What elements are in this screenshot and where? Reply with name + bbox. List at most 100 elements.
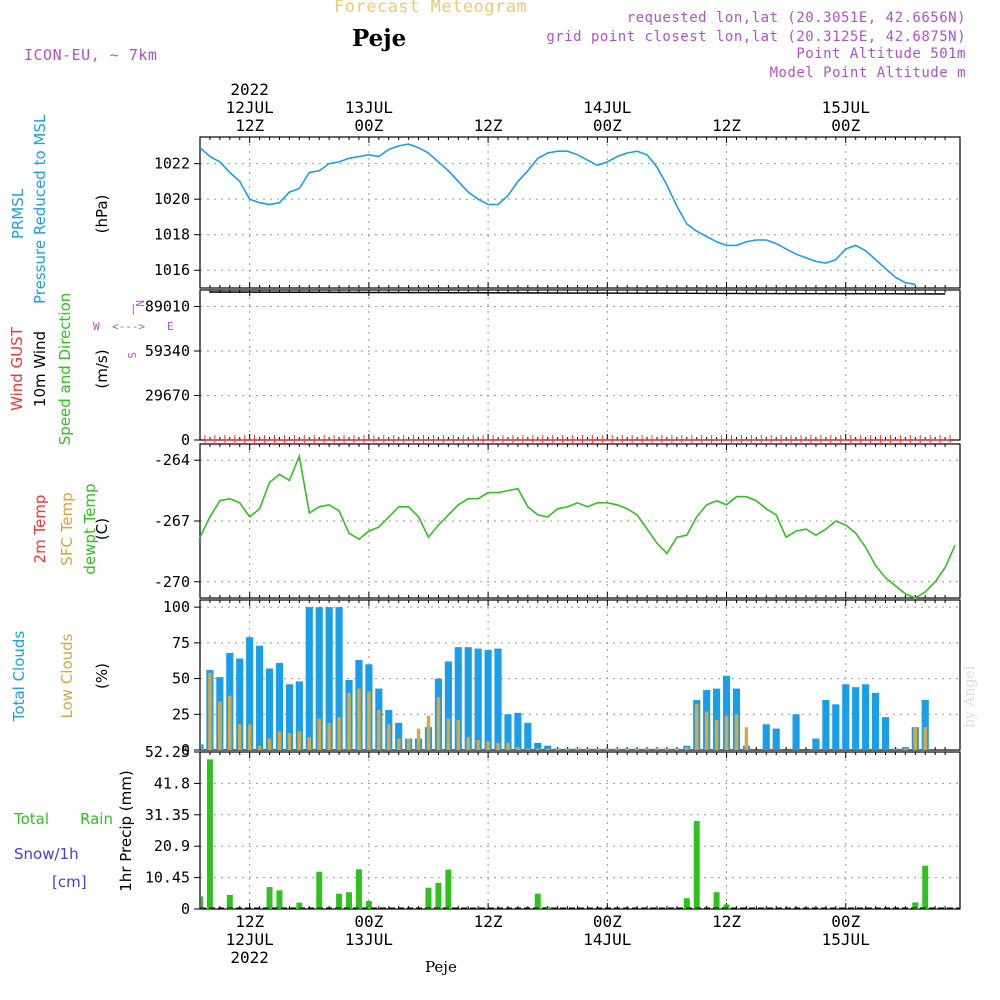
low-cloud-bar bbox=[486, 741, 490, 750]
precip-bar bbox=[226, 894, 233, 909]
total-cloud-bar bbox=[891, 748, 900, 750]
precip-bar bbox=[435, 882, 442, 909]
low-cloud-bar bbox=[367, 691, 371, 750]
low-cloud-bar bbox=[317, 718, 321, 750]
ytick-label: -270 bbox=[154, 573, 190, 591]
panel-frame bbox=[199, 751, 961, 910]
ytick-label: 31.35 bbox=[145, 806, 190, 824]
total-cloud-bar bbox=[256, 645, 264, 750]
total-cloud-bar bbox=[464, 647, 472, 750]
top-time-label: 00Z bbox=[593, 116, 622, 135]
dewpoint-line bbox=[199, 453, 956, 599]
low-cloud-bar bbox=[565, 748, 570, 750]
low-cloud-bar bbox=[238, 724, 242, 750]
precip-bar bbox=[534, 893, 541, 909]
total-cloud-bar bbox=[722, 675, 731, 750]
total-cloud-bar bbox=[335, 607, 343, 750]
low-cloud-bar bbox=[327, 722, 331, 750]
precip-bar bbox=[445, 869, 452, 909]
bottom-time-label: 14JUL bbox=[583, 930, 631, 949]
ytick-label: 0 bbox=[181, 741, 190, 759]
total-cloud-bar bbox=[444, 661, 452, 750]
low-cloud-bar bbox=[446, 718, 451, 750]
low-cloud-bar bbox=[615, 748, 619, 750]
low-cloud-bar bbox=[297, 731, 302, 750]
total-cloud-bar bbox=[881, 717, 890, 750]
low-cloud-bar bbox=[734, 714, 739, 750]
low-cloud-bar bbox=[496, 742, 500, 750]
low-cloud-bar bbox=[724, 715, 729, 750]
ytick-label: 41.8 bbox=[154, 774, 190, 792]
total-cloud-bar bbox=[762, 724, 770, 750]
low-cloud-bar bbox=[247, 724, 252, 750]
compass-arrows: <---> bbox=[112, 320, 145, 333]
compass-e: E bbox=[167, 320, 174, 333]
panel-frame bbox=[199, 136, 961, 289]
point-altitude: Point Altitude 501m bbox=[796, 46, 966, 62]
top-time-label: 15JUL bbox=[822, 98, 870, 117]
low-cloud-bar bbox=[456, 720, 461, 750]
bottom-time-label: 00Z bbox=[354, 912, 383, 931]
precip-bar bbox=[723, 904, 730, 909]
bottom-time-label: 12Z bbox=[712, 912, 741, 931]
low-cloud-bar bbox=[426, 715, 431, 750]
total-cloud-bar bbox=[871, 692, 880, 750]
precip-bar bbox=[912, 902, 919, 909]
precip-bar bbox=[346, 892, 352, 909]
total-cloud-bar bbox=[295, 681, 303, 750]
top-time-label: 00Z bbox=[354, 116, 383, 135]
low-cloud-bar bbox=[665, 748, 669, 750]
bottom-time-label: 00Z bbox=[831, 912, 860, 931]
total-cloud-bar bbox=[842, 684, 850, 750]
total-cloud-bar bbox=[454, 647, 462, 750]
snow-label: Snow/1h bbox=[14, 845, 79, 863]
precip-bar bbox=[355, 869, 362, 909]
ytick-label: -267 bbox=[154, 512, 190, 530]
total-cloud-bar bbox=[504, 714, 512, 750]
precip-bar bbox=[296, 902, 303, 909]
ytick-label: 0 bbox=[181, 431, 190, 449]
low-cloud-bar bbox=[436, 697, 441, 750]
precip-bar bbox=[922, 865, 929, 909]
low-cloud-bar bbox=[337, 717, 341, 750]
compass-s: S bbox=[125, 352, 138, 359]
low-cloud-bar bbox=[476, 740, 480, 750]
precip-bar bbox=[365, 900, 372, 909]
total-cloud-bar bbox=[285, 684, 293, 750]
station-name: Peje bbox=[352, 25, 407, 52]
bottom-time-label: 13JUL bbox=[345, 930, 393, 949]
low-cloud-bar bbox=[585, 748, 590, 750]
precip-bar bbox=[316, 871, 323, 909]
ytick-label: 10.45 bbox=[145, 869, 190, 887]
bottom-time-label: 2022 bbox=[230, 948, 269, 967]
low-cloud-bar bbox=[406, 738, 411, 750]
low-cloud-bar bbox=[347, 692, 351, 750]
total-cloud-bar bbox=[265, 668, 274, 750]
ytick-label: 0 bbox=[181, 900, 190, 918]
low-cloud-bar bbox=[605, 748, 610, 750]
total-cloud-bar bbox=[921, 700, 929, 750]
panel-frame bbox=[199, 443, 961, 599]
precip-bar bbox=[201, 896, 203, 909]
total-cloud-bar bbox=[315, 607, 323, 750]
model-label: ICON-EU, ~ 7km bbox=[24, 46, 158, 64]
total-cloud-bar bbox=[832, 704, 840, 750]
low-cloud-bar bbox=[357, 688, 361, 750]
precip-bar bbox=[276, 890, 283, 909]
ytick-label: 89010 bbox=[145, 297, 190, 315]
ytick-label: 59340 bbox=[145, 342, 190, 360]
total-cloud-bar bbox=[474, 648, 482, 750]
top-time-label: 13JUL bbox=[345, 98, 393, 117]
ytick-label: 1022 bbox=[154, 155, 190, 173]
total-cloud-bar bbox=[544, 745, 552, 750]
total-cloud-bar bbox=[325, 607, 333, 750]
low-cloud-bar bbox=[903, 748, 908, 750]
low-cloud-bar bbox=[595, 748, 600, 750]
bottom-time-label: 15JUL bbox=[822, 930, 870, 949]
low-cloud-bar bbox=[913, 727, 918, 750]
gridpoint-coords: grid point closest lon,lat (20.3125E, 42… bbox=[546, 29, 966, 45]
bottom-time-label: 12Z bbox=[235, 912, 264, 931]
compass-vbar: | bbox=[130, 302, 137, 315]
ytick-label: -264 bbox=[154, 451, 190, 469]
